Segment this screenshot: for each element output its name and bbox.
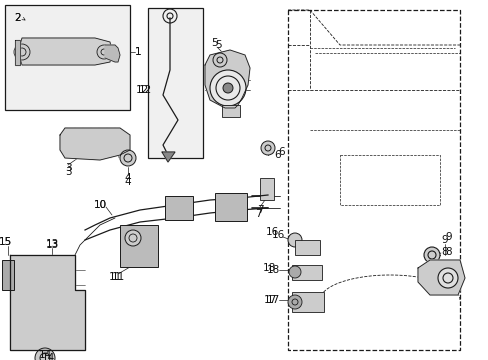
Bar xyxy=(291,292,324,312)
Text: 17: 17 xyxy=(266,295,279,305)
Text: 15: 15 xyxy=(0,237,12,247)
Circle shape xyxy=(35,348,55,360)
Text: 1: 1 xyxy=(134,47,141,57)
Bar xyxy=(291,265,321,280)
Bar xyxy=(260,178,273,200)
Polygon shape xyxy=(15,40,20,65)
Text: 14: 14 xyxy=(41,353,55,360)
Text: 7: 7 xyxy=(256,205,263,215)
Bar xyxy=(5,5,130,110)
Circle shape xyxy=(423,247,439,263)
Circle shape xyxy=(287,295,302,309)
Text: 16: 16 xyxy=(265,227,278,237)
Bar xyxy=(215,193,246,221)
Circle shape xyxy=(120,150,136,166)
Text: 10: 10 xyxy=(93,200,106,210)
Text: 18: 18 xyxy=(262,263,275,273)
Text: 14: 14 xyxy=(38,350,52,360)
Bar xyxy=(2,260,14,290)
Text: 5: 5 xyxy=(214,40,221,50)
Text: 1: 1 xyxy=(134,47,141,57)
Text: 12: 12 xyxy=(135,85,148,95)
Circle shape xyxy=(287,233,302,247)
Bar xyxy=(120,225,158,267)
Text: 2: 2 xyxy=(15,13,21,23)
Text: 17: 17 xyxy=(263,295,276,305)
Circle shape xyxy=(261,141,274,155)
Text: 6: 6 xyxy=(274,150,281,160)
Circle shape xyxy=(125,230,141,246)
Bar xyxy=(164,196,193,220)
Polygon shape xyxy=(10,255,85,350)
Bar xyxy=(294,240,319,255)
Text: 7: 7 xyxy=(254,209,261,219)
Polygon shape xyxy=(204,50,249,108)
Text: 16: 16 xyxy=(271,230,284,240)
Circle shape xyxy=(97,45,111,59)
Polygon shape xyxy=(60,128,130,160)
Text: 5: 5 xyxy=(211,38,218,48)
Circle shape xyxy=(209,70,245,106)
Text: 11: 11 xyxy=(108,272,122,282)
Text: 3: 3 xyxy=(64,163,71,173)
Text: 15: 15 xyxy=(0,237,12,247)
Text: 8: 8 xyxy=(445,247,451,257)
Bar xyxy=(148,8,203,158)
Text: 9: 9 xyxy=(445,232,451,242)
Polygon shape xyxy=(162,152,175,162)
Circle shape xyxy=(14,44,30,60)
Text: 4: 4 xyxy=(124,173,131,183)
Text: 11: 11 xyxy=(111,272,124,282)
Text: 18: 18 xyxy=(266,265,279,275)
Text: 8: 8 xyxy=(441,247,447,257)
Circle shape xyxy=(223,83,232,93)
Text: 12: 12 xyxy=(138,85,151,95)
Text: 13: 13 xyxy=(45,240,59,250)
Text: 9: 9 xyxy=(441,235,447,245)
Polygon shape xyxy=(417,260,464,295)
Polygon shape xyxy=(105,45,120,62)
Text: 4: 4 xyxy=(124,177,131,187)
Text: 2: 2 xyxy=(15,13,21,23)
Circle shape xyxy=(288,266,301,278)
Text: 13: 13 xyxy=(45,239,59,249)
Text: 6: 6 xyxy=(278,147,285,157)
Text: 3: 3 xyxy=(64,167,71,177)
Polygon shape xyxy=(20,38,112,65)
Text: 10: 10 xyxy=(93,200,106,210)
Circle shape xyxy=(437,268,457,288)
Bar xyxy=(222,105,240,117)
